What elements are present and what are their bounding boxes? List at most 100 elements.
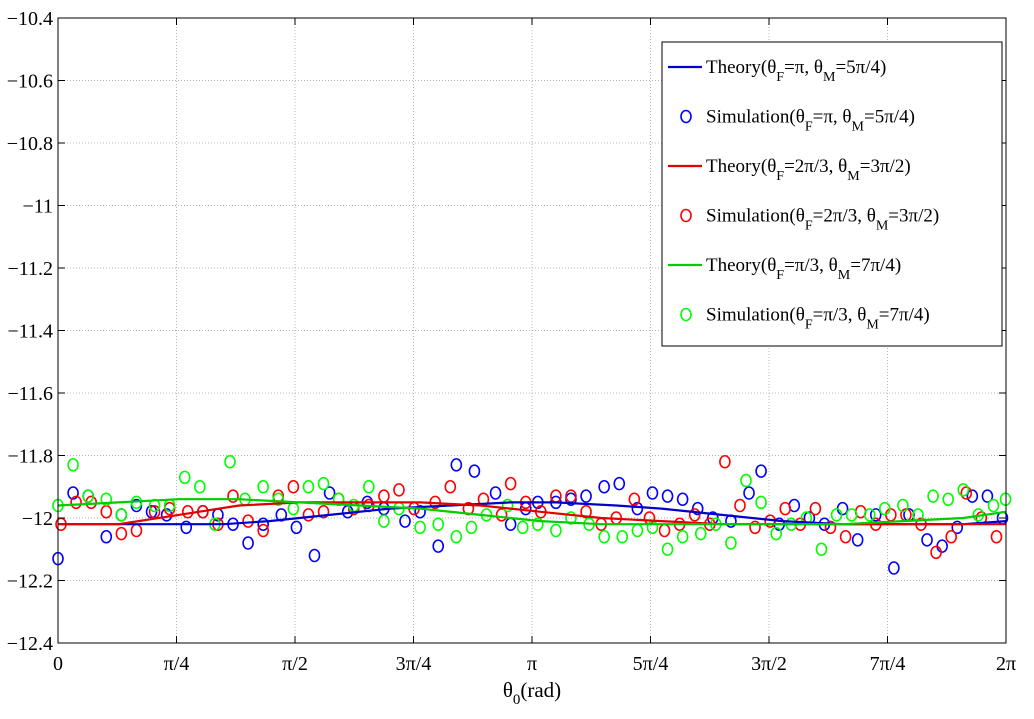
scatter-point (450, 529, 463, 544)
scatter-point (242, 536, 254, 550)
legend-label: Theory(θF=π/3, θM=7π/4) (706, 255, 901, 283)
scatter-point (115, 526, 128, 541)
scatter-point (981, 489, 994, 503)
scatter-point (930, 545, 942, 560)
scatter-point (580, 489, 592, 503)
scatter-point (755, 495, 767, 510)
scatter-point (489, 486, 502, 500)
legend-entry: Theory(θF=π/3, θM=7π/4) (668, 255, 901, 283)
y-tick-label: −10.4 (7, 8, 53, 30)
scatter-point (432, 539, 445, 553)
scatter-point (450, 458, 463, 472)
legend-label: Theory(θF=2π/3, θM=3π/2) (706, 156, 911, 184)
series-layer (52, 454, 1012, 575)
scatter-point (444, 479, 457, 494)
scatter-point (432, 517, 445, 532)
scatter-point (302, 508, 315, 522)
scatter-point (616, 529, 629, 544)
scatter-point (646, 486, 659, 500)
scatter-point (531, 517, 544, 532)
scatter-point (661, 489, 674, 503)
scatter-point (770, 526, 782, 541)
y-tick-label: −11.2 (7, 258, 53, 280)
scatter-point (897, 498, 909, 513)
scatter-point (863, 508, 876, 522)
scatter-point (628, 492, 641, 507)
scatter-point (613, 476, 626, 491)
scatter-point (227, 489, 239, 503)
scatter-point (468, 464, 481, 478)
scatter-point (851, 533, 864, 547)
x-tick-label: π/2 (282, 653, 308, 675)
scatter-point (501, 498, 514, 513)
x-tick-label: π/4 (164, 653, 190, 675)
scatter-point (302, 479, 315, 494)
scatter-point (82, 489, 94, 503)
x-axis-label-sub: 0 (513, 692, 521, 708)
y-tick-label: −11.6 (7, 383, 53, 405)
scatter-point (888, 561, 900, 575)
x-tick-label: 0 (53, 653, 63, 675)
ticks: 0 π/4 π/2 3π/4 π 5π/4 3π/2 7π/4 2π −10.4 −10.6 −10.… (7, 8, 1016, 675)
legend-marker-swatch (680, 307, 692, 322)
scatter-point (661, 542, 674, 557)
scatter-point (869, 508, 882, 522)
scatter-point (951, 520, 964, 535)
scatter-point (516, 520, 529, 535)
legend-entry: Theory(θF=2π/3, θM=3π/2) (668, 156, 911, 184)
scatter-point (224, 454, 236, 469)
scatter-point (598, 479, 610, 494)
scatter-point (272, 492, 285, 507)
scatter-point (631, 501, 644, 516)
scatter-point (676, 492, 689, 507)
x-tick-label: 5π/4 (633, 653, 669, 675)
y-tick-label: −11 (22, 196, 53, 218)
legend-entry: Theory(θF=π, θM=5π/4) (668, 57, 886, 85)
scatter-point (317, 476, 330, 491)
scatter-point (688, 508, 701, 522)
scatter-point (100, 492, 113, 507)
scatter-point (414, 504, 426, 519)
scatter-point (378, 514, 390, 528)
scatter-point (830, 508, 843, 522)
scatter-point (393, 483, 405, 497)
legend-label: Theory(θF=π, θM=5π/4) (706, 57, 886, 85)
scatter-point (178, 470, 191, 485)
scatter-point (921, 533, 933, 547)
scatter-point (719, 454, 731, 469)
scatter-point (725, 536, 737, 550)
scatter-point (290, 520, 303, 535)
scatter-point (824, 520, 837, 535)
legend-label: Simulation(θF=π, θM=5π/4) (706, 107, 915, 135)
y-tick-label: −10.8 (7, 133, 53, 155)
scatter-point (363, 479, 375, 494)
scatter-point (694, 526, 707, 541)
scatter-point (966, 489, 979, 503)
y-tick-label: −12 (22, 508, 53, 530)
x-tick-label: 7π/4 (870, 653, 906, 675)
scatter-point (504, 476, 517, 491)
svg-text:θ0(rad): θ0(rad) (503, 678, 561, 708)
x-tick-label: π (527, 653, 537, 675)
legend-label: Simulation(θF=2π/3, θM=3π/2) (706, 206, 939, 234)
scatter-point (495, 508, 508, 522)
y-tick-label: −12.2 (7, 571, 53, 593)
scatter-point (809, 501, 822, 516)
scatter-point (676, 529, 689, 544)
legend-box (661, 41, 1003, 347)
scatter-point (180, 520, 193, 535)
scatter-point (194, 479, 206, 494)
y-tick-label: −11.8 (7, 446, 53, 468)
scatter-point (743, 486, 755, 500)
legend-entry: Simulation(θF=2π/3, θM=3π/2) (680, 206, 939, 234)
scatter-point (308, 548, 321, 563)
scatter-point (115, 508, 128, 522)
scatter-point (465, 520, 478, 535)
x-tick-label: 3π/4 (396, 653, 432, 675)
scatter-point (987, 498, 1000, 513)
scatter-point (740, 473, 752, 488)
theory-line (57, 498, 1007, 526)
scatter-point (957, 483, 970, 497)
legend-label: Simulation(θF=π/3, θM=7π/4) (706, 305, 930, 333)
